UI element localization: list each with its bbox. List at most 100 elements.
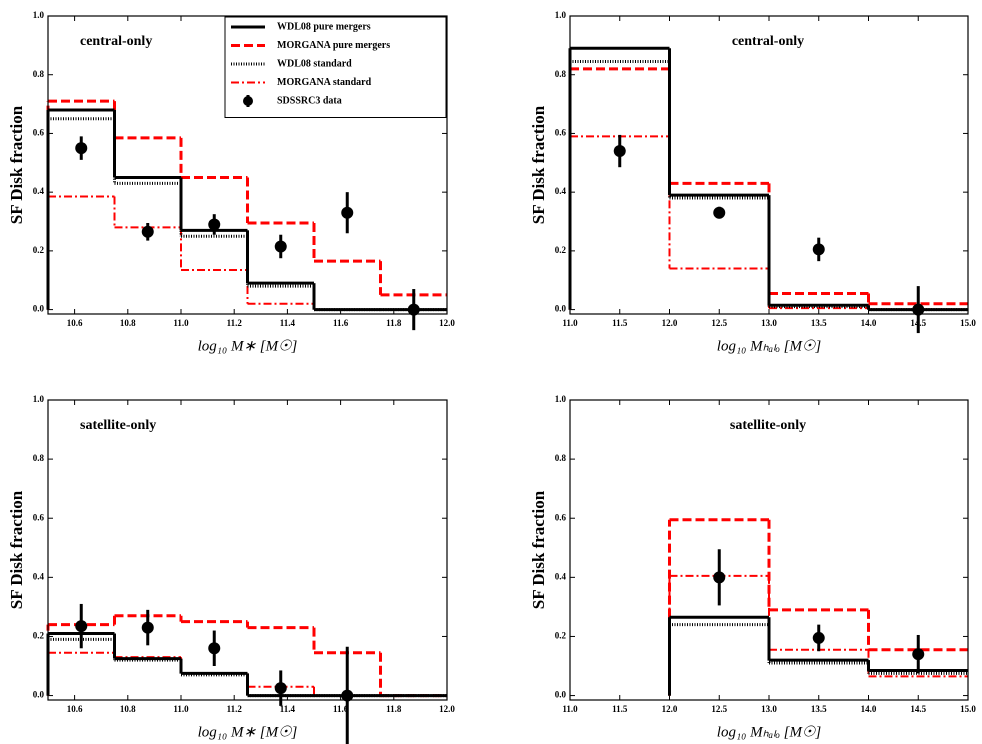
data-point: [341, 689, 354, 702]
panel: 0.0 0.2 0.4 0.6 0.8 1.0 10.6 10.8 11.0 11.2 11.4 11…: [7, 394, 455, 744]
y-axis-label: SF Disk fraction: [529, 490, 548, 609]
y-tick-label: 0.0: [555, 690, 567, 700]
panel: 0.0 0.2 0.4 0.6 0.8 1.0 10.6 10.8 11.0 11.2 11.4 11…: [7, 10, 455, 354]
x-tick-label: 12.5: [711, 704, 727, 714]
x-tick-label: 14.0: [861, 318, 877, 328]
legend-box: [224, 16, 447, 118]
x-tick-label: 12.0: [439, 318, 455, 328]
data-point: [274, 682, 287, 695]
x-tick-label: 11.6: [333, 704, 349, 714]
legend-label: MORGANA pure mergers: [277, 40, 390, 51]
annotation: central-only: [80, 34, 152, 49]
legend-label: MORGANA standard: [277, 77, 372, 88]
data-point: [208, 642, 221, 655]
y-tick-label: 0.6: [555, 512, 567, 522]
x-tick-label: 11.0: [173, 704, 189, 714]
x-tick-label: 13.5: [811, 704, 827, 714]
x-tick-label: 11.5: [612, 318, 628, 328]
data-point: [341, 206, 354, 219]
data-point: [141, 621, 154, 634]
y-tick-label: 0.8: [555, 69, 567, 79]
y-tick-label: 0.0: [33, 690, 45, 700]
y-tick-label: 0.4: [555, 186, 567, 196]
x-tick-label: 11.8: [386, 318, 402, 328]
x-tick-label: 11.6: [333, 318, 349, 328]
y-tick-label: 0.6: [33, 128, 45, 138]
x-axis-label: log₁₀ Mₕₐₗₒ [M☉]: [717, 338, 822, 354]
x-tick-label: 11.5: [612, 704, 628, 714]
y-tick-label: 1.0: [555, 394, 567, 404]
y-tick-label: 0.2: [555, 245, 567, 255]
panel: 0.0 0.2 0.4 0.6 0.8 1.0 11.0 11.5 12.0 12.5 13.0 13…: [529, 10, 976, 354]
legend-label: WDL08 pure mergers: [277, 21, 371, 32]
x-tick-label: 11.0: [562, 318, 578, 328]
data-point: [208, 218, 221, 231]
x-tick-label: 15.0: [960, 704, 976, 714]
y-tick-label: 0.8: [33, 453, 45, 463]
y-axis-label: SF Disk fraction: [7, 105, 26, 224]
y-tick-label: 0.4: [33, 571, 45, 581]
x-tick-label: 13.0: [761, 704, 777, 714]
data-point: [912, 303, 925, 316]
x-tick-label: 11.8: [386, 704, 402, 714]
data-point: [613, 145, 626, 158]
x-tick-label: 10.6: [67, 704, 83, 714]
data-point: [274, 240, 287, 253]
panel: 0.0 0.2 0.4 0.6 0.8 1.0 11.0 11.5 12.0 12.5 13.0 13…: [529, 394, 976, 740]
annotation: satellite-only: [730, 418, 806, 433]
x-tick-label: 10.6: [67, 318, 83, 328]
data-point: [713, 206, 726, 219]
axes-frame: [47, 399, 448, 701]
axes-frame: [47, 15, 448, 315]
x-axis-label: log₁₀ M∗ [M☉]: [198, 724, 298, 740]
axes-frame: [569, 399, 969, 701]
y-tick-label: 0.6: [555, 128, 567, 138]
x-tick-label: 11.2: [227, 318, 243, 328]
y-tick-label: 0.2: [33, 631, 45, 641]
x-axis-label: log₁₀ M∗ [M☉]: [198, 338, 298, 354]
data-point: [812, 243, 825, 256]
x-tick-label: 11.4: [280, 318, 296, 328]
y-tick-label: 0.8: [33, 69, 45, 79]
y-tick-label: 0.0: [555, 304, 567, 314]
x-tick-label: 11.4: [280, 704, 296, 714]
y-tick-label: 1.0: [555, 10, 567, 20]
legend-label: WDL08 standard: [277, 58, 352, 69]
y-tick-label: 1.0: [33, 10, 45, 20]
x-tick-label: 14.5: [910, 704, 926, 714]
x-tick-label: 12.0: [439, 704, 455, 714]
data-point: [141, 225, 154, 238]
x-tick-label: 12.5: [711, 318, 727, 328]
x-tick-label: 14.0: [861, 704, 877, 714]
legend-label: SDSSRC3 data: [277, 95, 342, 106]
data-point: [812, 631, 825, 644]
y-axis-label: SF Disk fraction: [7, 490, 26, 609]
data-point: [407, 303, 420, 316]
x-tick-label: 11.2: [227, 704, 243, 714]
annotation: central-only: [732, 34, 804, 49]
data-point: [75, 620, 88, 633]
y-tick-label: 0.4: [33, 186, 45, 196]
y-tick-label: 0.2: [33, 245, 45, 255]
x-tick-label: 11.0: [173, 318, 189, 328]
y-tick-label: 0.0: [33, 304, 45, 314]
y-tick-label: 1.0: [33, 394, 45, 404]
x-tick-label: 12.0: [662, 318, 678, 328]
y-tick-label: 0.6: [33, 512, 45, 522]
data-point: [912, 648, 925, 661]
data-point: [75, 142, 88, 155]
axes-frame: [569, 15, 969, 315]
y-axis-label: SF Disk fraction: [529, 105, 548, 224]
x-tick-label: 10.8: [120, 318, 136, 328]
x-tick-label: 13.5: [811, 318, 827, 328]
annotation: satellite-only: [80, 418, 156, 433]
x-axis-label: log₁₀ Mₕₐₗₒ [M☉]: [717, 724, 822, 740]
x-tick-label: 10.8: [120, 704, 136, 714]
y-tick-label: 0.4: [555, 571, 567, 581]
legend-swatch: [243, 96, 253, 106]
x-tick-label: 13.0: [761, 318, 777, 328]
x-tick-label: 12.0: [662, 704, 678, 714]
x-tick-label: 15.0: [960, 318, 976, 328]
x-tick-label: 11.0: [562, 704, 578, 714]
